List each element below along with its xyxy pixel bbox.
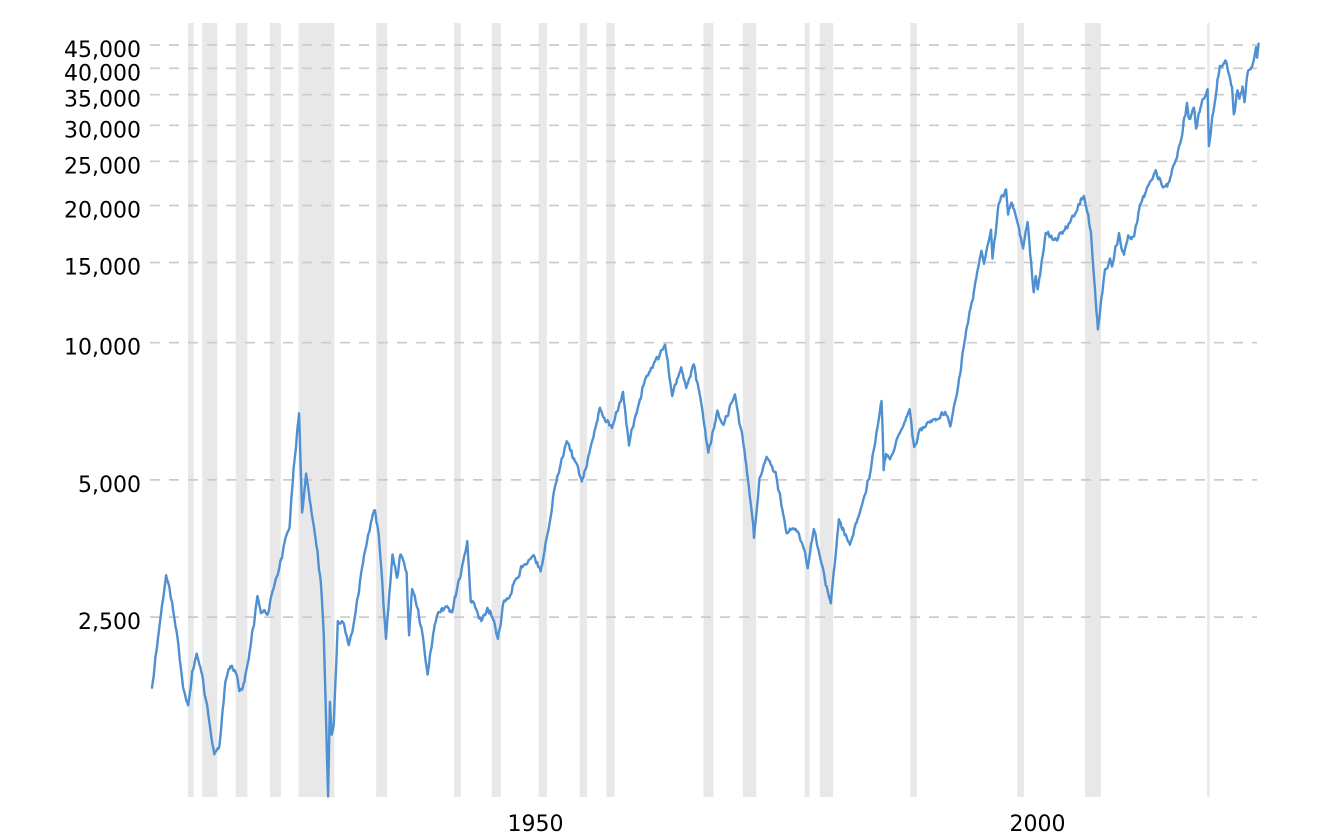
recession-band (235, 23, 248, 797)
y-axis-label: 10,000 (64, 336, 141, 361)
y-axis-label: 25,000 (64, 154, 141, 179)
recession-band (298, 23, 335, 797)
y-axis-label: 35,000 (64, 88, 141, 113)
y-axis-label: 45,000 (64, 38, 141, 63)
y-axis-label: 30,000 (64, 118, 141, 143)
gridlines-group (150, 44, 1257, 618)
x-axis-label: 1950 (508, 812, 564, 837)
recession-band (491, 23, 501, 797)
recession-band (804, 23, 810, 797)
recession-band (376, 23, 388, 797)
x-axis-label: 2000 (1010, 812, 1066, 837)
recession-band (703, 23, 714, 797)
price-line-path (150, 42, 1260, 798)
recession-band (910, 23, 917, 797)
recession-band (606, 23, 615, 797)
recession-band (187, 23, 194, 797)
y-axis-label: 2,500 (78, 610, 141, 635)
recession-band (579, 23, 588, 797)
recession-band (819, 23, 834, 797)
recession-band (202, 23, 218, 797)
recession-band (1207, 23, 1210, 797)
recession-band (270, 23, 281, 797)
recession-band (742, 23, 757, 797)
recession-band (454, 23, 461, 797)
recession-band (1085, 23, 1101, 797)
y-axis-label: 5,000 (78, 473, 141, 498)
y-axis-label: 15,000 (64, 256, 141, 281)
x-axis-labels-group: 1950 2000 (508, 812, 1066, 837)
y-axis-label: 40,000 (64, 61, 141, 86)
y-axis-label: 20,000 (64, 199, 141, 224)
recession-band (538, 23, 547, 797)
recession-bands-group (187, 23, 1210, 797)
recession-band (1017, 23, 1024, 797)
